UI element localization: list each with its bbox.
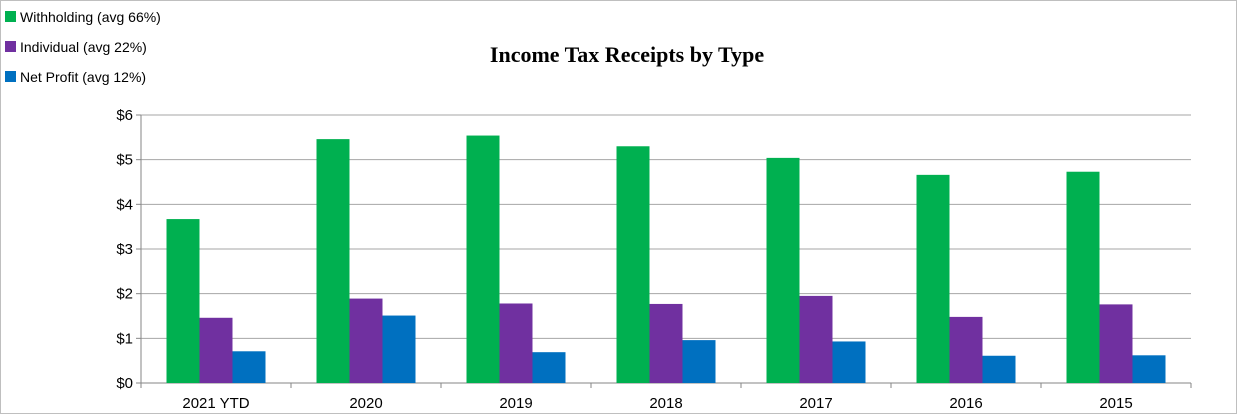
legend-label: Net Profit (avg 12%)	[20, 69, 146, 85]
legend-swatch	[5, 11, 16, 22]
bar	[382, 315, 416, 383]
bar	[1066, 171, 1100, 383]
bar	[982, 355, 1016, 383]
bar	[532, 352, 566, 383]
bar	[199, 317, 233, 383]
bar	[616, 146, 650, 383]
x-tick-label: 2015	[1099, 395, 1132, 412]
x-tick-label: 2020	[349, 395, 382, 412]
y-tick-label: $4	[116, 196, 133, 213]
x-tick-label: 2019	[499, 395, 532, 412]
x-tick-label: 2021 YTD	[182, 395, 249, 412]
bar	[916, 174, 950, 383]
bar	[349, 298, 383, 383]
y-tick-label: $6	[116, 107, 133, 124]
y-tick-label: $5	[116, 152, 133, 169]
bar	[949, 316, 983, 383]
bar	[766, 157, 800, 383]
bar	[499, 303, 533, 383]
legend-swatch	[5, 71, 16, 82]
bar	[166, 219, 200, 383]
y-tick-label: $2	[116, 286, 133, 303]
legend: Withholding (avg 66%) Individual (avg 22%…	[5, 9, 161, 85]
bar	[466, 135, 500, 383]
x-tick-label: 2017	[799, 395, 832, 412]
bar	[649, 303, 683, 383]
chart-title: Income Tax Receipts by Type	[490, 42, 764, 67]
gridlines	[141, 114, 1191, 384]
y-axis: $0 $1 $2 $3 $4 $5 $6	[116, 107, 142, 392]
bars	[166, 135, 1166, 383]
bar	[799, 295, 833, 383]
x-tick-label: 2016	[949, 395, 982, 412]
bar	[1099, 304, 1133, 383]
legend-label: Withholding (avg 66%)	[20, 9, 161, 25]
x-tick-label: 2018	[649, 395, 682, 412]
bar	[1132, 355, 1166, 383]
legend-swatch	[5, 41, 16, 52]
y-tick-label: $0	[116, 375, 133, 392]
bar	[232, 351, 266, 383]
bar	[682, 340, 716, 383]
x-axis: 2021 YTD 2020 2019 2018 2017 2016 2015	[140, 383, 1192, 412]
y-tick-label: $3	[116, 241, 133, 258]
legend-label: Individual (avg 22%)	[20, 39, 147, 55]
bar	[316, 139, 350, 383]
y-tick-label: $1	[116, 330, 133, 347]
bar	[832, 341, 866, 383]
